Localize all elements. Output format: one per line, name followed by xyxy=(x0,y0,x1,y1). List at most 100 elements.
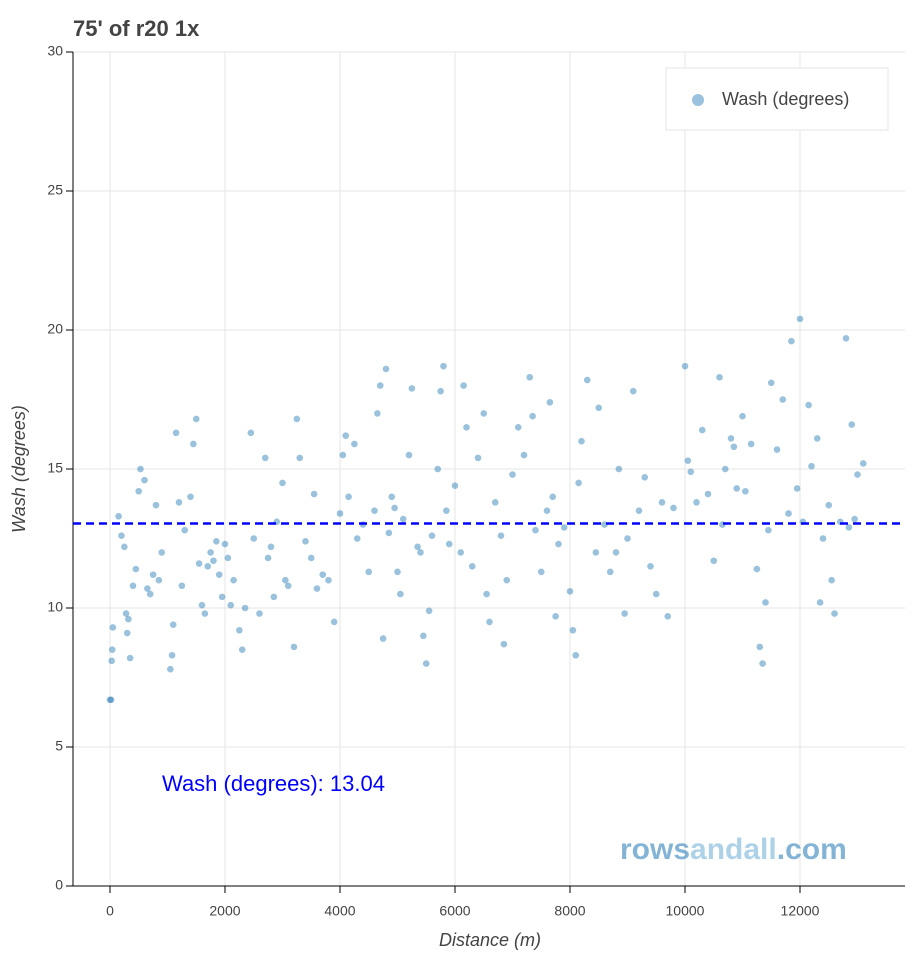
point xyxy=(828,576,835,584)
point xyxy=(422,660,430,667)
x-tick-label: 4000 xyxy=(324,903,355,919)
point xyxy=(552,613,559,620)
point xyxy=(514,424,522,431)
point xyxy=(296,454,304,462)
point xyxy=(224,554,232,562)
point xyxy=(307,554,315,562)
watermark: rowsandall.com xyxy=(620,833,847,866)
point xyxy=(201,610,209,617)
point xyxy=(687,468,695,476)
point xyxy=(132,565,140,573)
point xyxy=(158,549,166,556)
point xyxy=(537,568,545,576)
point xyxy=(664,613,672,620)
point xyxy=(612,549,620,556)
point xyxy=(123,629,131,637)
point xyxy=(121,543,128,551)
point xyxy=(693,499,700,506)
point xyxy=(282,576,289,584)
point xyxy=(658,499,666,506)
point xyxy=(279,479,286,487)
point xyxy=(721,465,729,473)
point xyxy=(137,465,144,473)
points xyxy=(106,315,867,704)
point xyxy=(109,624,117,631)
point xyxy=(168,651,176,659)
legend-marker xyxy=(692,94,704,106)
point xyxy=(825,501,833,509)
point xyxy=(420,632,427,640)
point xyxy=(509,471,516,478)
point xyxy=(629,387,637,395)
point xyxy=(710,557,718,565)
point xyxy=(107,696,115,704)
point xyxy=(842,335,850,342)
point xyxy=(698,426,706,434)
point xyxy=(313,585,321,592)
point xyxy=(319,571,327,578)
point xyxy=(385,529,393,537)
point xyxy=(264,554,272,562)
point xyxy=(739,412,746,420)
point xyxy=(816,599,824,606)
point xyxy=(560,524,568,531)
point xyxy=(330,618,338,626)
point xyxy=(529,412,536,420)
point xyxy=(129,582,137,590)
point xyxy=(155,576,163,584)
point xyxy=(503,576,511,584)
point xyxy=(592,549,600,556)
point xyxy=(716,373,723,381)
point xyxy=(831,610,838,617)
point xyxy=(175,499,183,506)
point xyxy=(106,696,114,704)
point xyxy=(290,643,298,651)
point xyxy=(474,454,482,462)
annotation: Wash (degrees): 13.04 xyxy=(162,771,385,796)
point xyxy=(635,507,643,514)
y-tick-label: 5 xyxy=(55,738,63,754)
point xyxy=(681,362,689,370)
x-tick-label: 12000 xyxy=(781,903,820,919)
y-tick-label: 0 xyxy=(55,877,63,893)
point xyxy=(805,401,812,409)
point xyxy=(742,487,749,495)
point xyxy=(399,515,407,523)
point xyxy=(241,604,249,612)
point xyxy=(374,410,381,417)
point xyxy=(578,437,585,445)
point xyxy=(376,382,384,389)
point xyxy=(302,537,309,545)
point xyxy=(543,507,551,514)
point xyxy=(365,568,373,576)
point xyxy=(583,376,591,384)
y-tick-label: 10 xyxy=(47,599,63,615)
point xyxy=(213,537,220,545)
point xyxy=(451,482,459,489)
point xyxy=(440,362,447,370)
point xyxy=(483,590,490,598)
point xyxy=(704,490,712,498)
point xyxy=(572,651,580,659)
point xyxy=(532,526,539,534)
point xyxy=(425,607,433,615)
point xyxy=(215,571,223,578)
point xyxy=(190,440,197,448)
point xyxy=(270,593,278,601)
point xyxy=(256,610,263,617)
point xyxy=(391,504,398,512)
point xyxy=(250,535,258,542)
point xyxy=(336,510,344,517)
point xyxy=(428,532,436,540)
point xyxy=(779,396,787,403)
point xyxy=(125,615,132,623)
point xyxy=(813,435,821,442)
point xyxy=(236,626,243,634)
point xyxy=(526,373,534,381)
point xyxy=(670,504,677,512)
point xyxy=(207,549,214,556)
point xyxy=(204,563,212,570)
point xyxy=(230,576,237,584)
point xyxy=(497,532,505,540)
